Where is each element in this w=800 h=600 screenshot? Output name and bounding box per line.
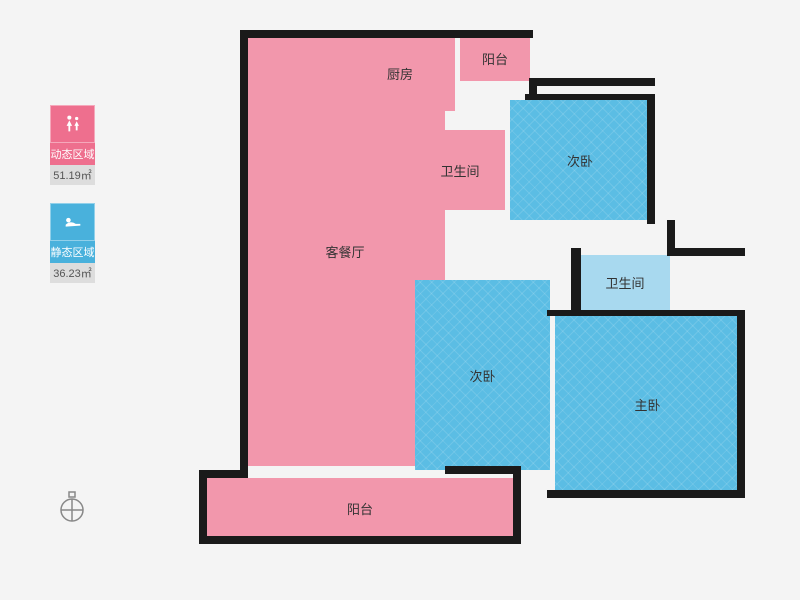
legend-static: 静态区域 36.23㎡	[50, 203, 110, 283]
room-master: 主卧	[555, 314, 740, 494]
legend-panel: 动态区域 51.19㎡ 静态区域 36.23㎡	[50, 105, 110, 301]
wall-segment	[199, 470, 207, 542]
wall-segment	[199, 536, 519, 544]
floorplan: 客餐厅厨房阳台卫生间次卧卫生间次卧主卧阳台	[185, 30, 740, 570]
room-balcony-n: 阳台	[460, 36, 530, 81]
wall-segment	[529, 78, 655, 86]
wall-segment	[667, 220, 675, 252]
wall-segment	[513, 466, 521, 544]
wall-segment	[647, 94, 655, 224]
people-icon	[62, 113, 84, 135]
room-label-bed2b: 次卧	[469, 366, 495, 385]
room-bed2a: 次卧	[510, 100, 650, 220]
wall-segment	[571, 248, 581, 316]
room-bath1: 卫生间	[415, 130, 505, 210]
wall-segment	[547, 310, 743, 316]
legend-static-value: 36.23㎡	[50, 263, 95, 283]
legend-dynamic-label: 动态区域	[50, 143, 95, 165]
room-bath2: 卫生间	[580, 255, 670, 310]
room-label-living: 客餐厅	[325, 242, 364, 261]
room-label-master: 主卧	[634, 395, 660, 414]
room-label-bed2a: 次卧	[567, 151, 593, 170]
wall-segment	[240, 30, 533, 38]
sleep-icon	[62, 211, 84, 233]
room-label-kitchen: 厨房	[387, 64, 413, 83]
room-label-balcony-n: 阳台	[482, 49, 508, 68]
room-label-bath1: 卫生间	[440, 161, 479, 180]
legend-static-label: 静态区域	[50, 241, 95, 263]
wall-segment	[737, 310, 745, 498]
static-zone-icon	[50, 203, 95, 241]
wall-segment	[445, 466, 521, 474]
room-bed2b: 次卧	[415, 280, 550, 470]
compass-icon	[58, 490, 86, 518]
room-label-balcony-s: 阳台	[347, 499, 373, 518]
room-label-bath2: 卫生间	[605, 273, 644, 292]
room-kitchen: 厨房	[345, 36, 455, 111]
wall-segment	[525, 94, 655, 100]
wall-segment	[547, 490, 743, 498]
dynamic-zone-icon	[50, 105, 95, 143]
wall-segment	[667, 248, 745, 256]
room-balcony-s: 阳台	[205, 478, 515, 538]
wall-segment	[240, 30, 248, 470]
legend-dynamic: 动态区域 51.19㎡	[50, 105, 110, 185]
legend-dynamic-value: 51.19㎡	[50, 165, 95, 185]
